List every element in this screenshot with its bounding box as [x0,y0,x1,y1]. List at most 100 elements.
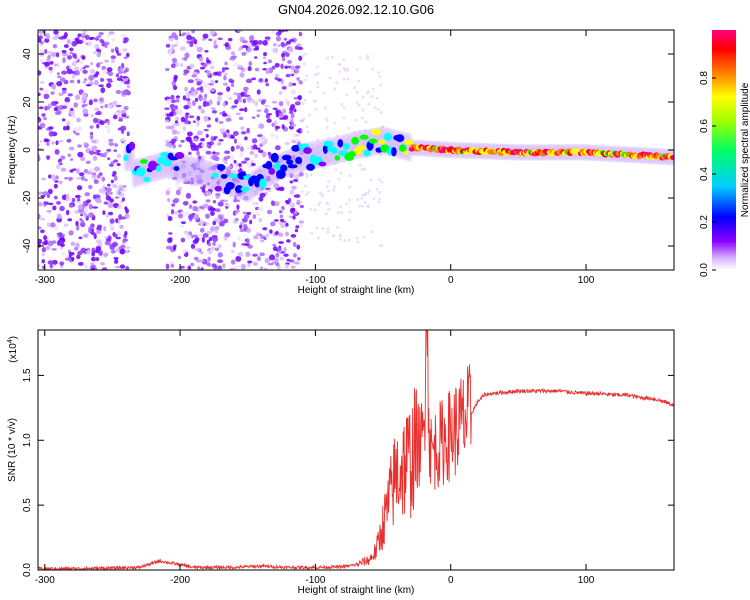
heatmap-noise-cell [321,227,325,231]
heatmap-noise-cell [227,132,231,139]
heatmap-noise-cell [225,117,232,122]
heatmap-noise-cell [75,94,81,101]
heatmap-noise-cell [298,31,302,37]
heatmap-noise-cell [41,259,46,264]
heatmap-noise-cell [203,117,209,122]
heatmap-noise-cell [246,127,250,134]
heatmap-noise-cell [366,204,370,208]
heatmap-noise-cell [345,93,349,97]
snr-y-label: SNR (10 * v/v) [7,418,18,482]
heatmap-noise-cell [93,151,100,155]
heatmap-noise-cell [115,89,122,95]
heatmap-noise-cell [325,118,329,122]
heatmap-noise-cell [309,207,312,211]
heatmap-ridge-cell [287,164,298,169]
heatmap-noise-cell [290,89,296,96]
heatmap-noise-cell [274,230,280,236]
heatmap-noise-cell [56,200,61,205]
heatmap-noise-cell [239,224,243,229]
heatmap-noise-cell [58,92,64,97]
heatmap-noise-cell [43,116,47,121]
heatmap-noise-cell [345,202,348,206]
heatmap-noise-cell [263,237,267,241]
heatmap-noise-cell [44,38,50,43]
heatmap-noise-cell [39,30,44,36]
heatmap-noise-cell [281,57,286,62]
heatmap-noise-cell [240,91,246,97]
heatmap-noise-cell [164,107,170,110]
heatmap-noise-cell [186,233,192,240]
heatmap-noise-cell [289,189,295,195]
heatmap-noise-cell [56,72,61,76]
heatmap-noise-cell [64,176,69,180]
heatmap-noise-cell [61,49,67,54]
heatmap-noise-cell [195,160,200,166]
heatmap-noise-cell [79,67,84,72]
heatmap-ridge-cell [378,139,386,144]
heatmap-noise-cell [180,116,186,123]
heatmap-noise-cell [104,240,110,245]
heatmap-ridge-cell [398,144,407,152]
heatmap-noise-cell [113,159,119,163]
heatmap-noise-cell [113,149,118,152]
heatmap-noise-cell [253,189,258,196]
heatmap-noise-cell [76,176,81,180]
heatmap-noise-cell [53,30,59,35]
heatmap-noise-cell [92,194,97,200]
heatmap-noise-cell [192,200,198,204]
heatmap-noise-cell [38,117,42,123]
heatmap-noise-cell [39,122,46,129]
heatmap-noise-cell [273,182,280,189]
heatmap-noise-cell [217,92,223,96]
heatmap-noise-cell [366,90,370,94]
heatmap-noise-cell [286,239,291,243]
heatmap-noise-cell [212,220,217,226]
heatmap-noise-cell [48,130,54,137]
heatmap-noise-cell [306,130,310,134]
heatmap-noise-cell [306,191,310,194]
heatmap-noise-cell [246,162,253,168]
heatmap-noise-cell [45,139,50,142]
heatmap-noise-cell [326,202,330,205]
heatmap-noise-cell [68,251,75,256]
heatmap-noise-cell [222,82,229,87]
heatmap-noise-cell [325,184,329,188]
heatmap-ridge-cell [342,142,350,150]
heatmap-noise-cell [38,70,42,76]
heatmap-noise-cell [38,143,41,147]
heatmap-noise-cell [335,134,339,138]
heatmap-noise-cell [353,86,356,90]
heatmap-ridge-cell [225,181,235,190]
heatmap-noise-cell [228,96,233,100]
heatmap-noise-cell [278,101,284,107]
heatmap-noise-cell [377,200,381,204]
heatmap-noise-cell [252,214,257,219]
heatmap-noise-cell [233,92,239,96]
heatmap-noise-cell [237,47,242,52]
heatmap-noise-cell [204,49,209,53]
heatmap-noise-cell [242,40,248,44]
heatmap-noise-cell [77,261,84,266]
heatmap-noise-cell [206,262,211,267]
heatmap-noise-cell [39,48,44,52]
heatmap-noise-cell [165,245,172,250]
heatmap-noise-cell [58,139,64,143]
snr-x-label: Height of straight line (km) [298,585,415,596]
heatmap-noise-cell [92,206,99,209]
heatmap-noise-cell [355,236,359,240]
heatmap-noise-cell [245,78,253,84]
heatmap-noise-cell [79,218,83,221]
heatmap-noise-cell [52,259,58,265]
heatmap-noise-cell [96,224,103,229]
heatmap-noise-cell [253,235,259,240]
heatmap-noise-cell [247,260,253,264]
heatmap-noise-cell [237,95,241,101]
heatmap-noise-cell [334,168,338,172]
heatmap-noise-cell [85,249,91,255]
heatmap-noise-cell [67,153,71,158]
heatmap-noise-cell [240,126,245,130]
heatmap-noise-cell [114,143,119,147]
spectrogram-y-tick-label: 20 [22,96,33,108]
heatmap-noise-cell [102,184,106,191]
heatmap-noise-cell [233,62,239,67]
